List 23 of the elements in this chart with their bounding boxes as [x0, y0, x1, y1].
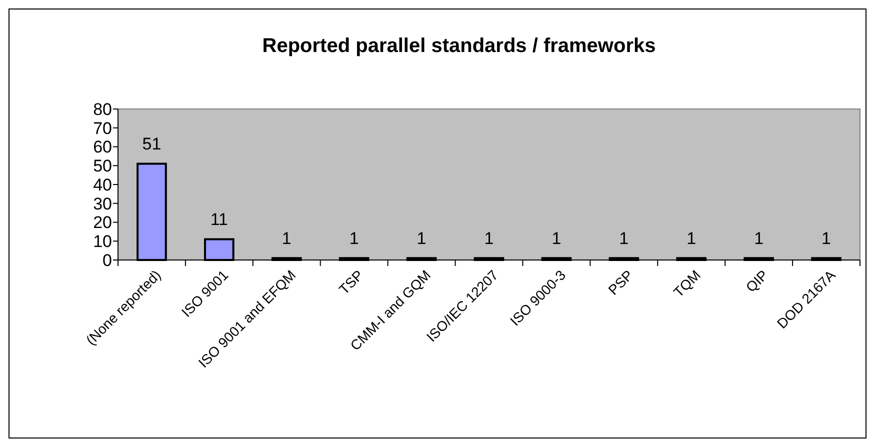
data-label: 1 — [484, 229, 494, 248]
data-label: 1 — [349, 229, 359, 248]
data-label: 1 — [416, 229, 426, 248]
chart-title: Reported parallel standards / frameworks — [262, 35, 656, 57]
y-tick-label: 50 — [93, 156, 112, 176]
y-tick-label: 40 — [93, 175, 112, 194]
data-label: 1 — [619, 229, 629, 248]
y-tick-label: 20 — [93, 213, 112, 232]
y-tick-label: 60 — [93, 138, 112, 157]
y-tick-label: 0 — [102, 250, 112, 270]
x-tick-label: QIP — [742, 266, 771, 296]
data-label: 1 — [754, 229, 764, 248]
data-label: 1 — [686, 229, 696, 248]
y-tick-label: 80 — [93, 100, 112, 119]
data-label: 51 — [142, 134, 162, 154]
x-tick-label: TSP — [336, 266, 366, 298]
y-tick-label: 30 — [93, 194, 112, 214]
data-label: 1 — [822, 229, 832, 248]
y-tick-label: 10 — [93, 232, 112, 252]
data-label: 1 — [282, 229, 292, 248]
data-label: 11 — [210, 210, 228, 230]
y-tick-label: 70 — [93, 118, 112, 138]
data-label: 1 — [552, 229, 562, 248]
